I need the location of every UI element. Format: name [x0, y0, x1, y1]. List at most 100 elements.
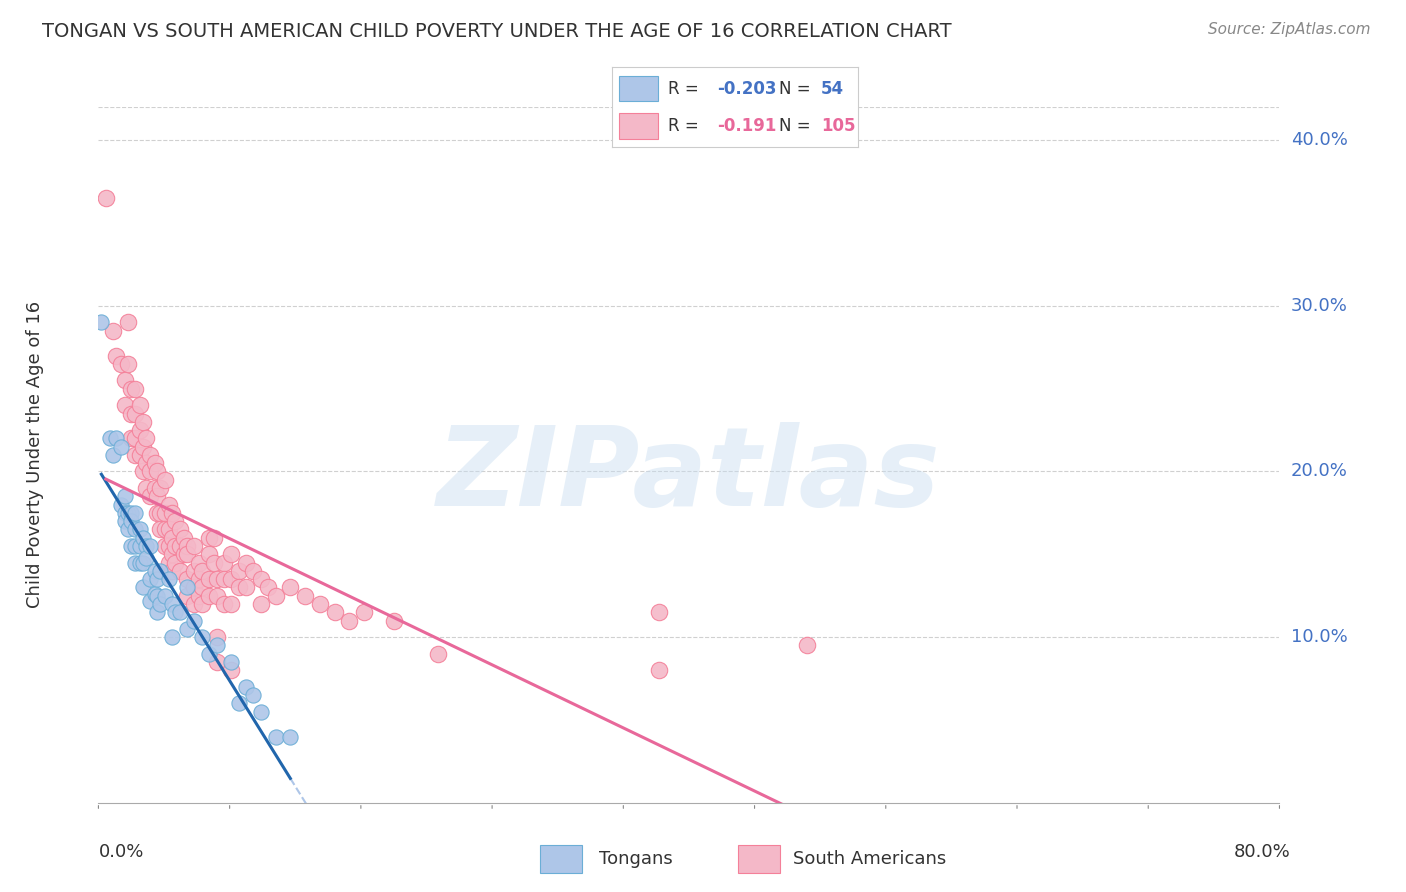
Point	[135, 539, 157, 553]
Point	[176, 539, 198, 553]
Point	[205, 655, 228, 669]
Point	[187, 556, 209, 570]
Point	[173, 531, 195, 545]
Text: -0.191: -0.191	[717, 117, 776, 135]
Point	[157, 539, 180, 553]
Point	[187, 589, 209, 603]
Point	[149, 481, 172, 495]
Text: 10.0%: 10.0%	[1291, 628, 1347, 646]
Point	[132, 531, 155, 545]
Point	[149, 564, 172, 578]
Point	[157, 572, 180, 586]
Bar	[738, 845, 780, 872]
Point	[219, 655, 242, 669]
Point	[90, 315, 112, 329]
Text: South Americans: South Americans	[793, 849, 946, 868]
Text: 80.0%: 80.0%	[1234, 843, 1291, 861]
Point	[143, 456, 166, 470]
Point	[124, 556, 146, 570]
Point	[162, 531, 183, 545]
Point	[120, 382, 142, 396]
Point	[157, 498, 180, 512]
Point	[176, 547, 198, 561]
Point	[337, 614, 360, 628]
Point	[120, 506, 142, 520]
Point	[146, 489, 169, 503]
Point	[235, 556, 257, 570]
Point	[149, 597, 172, 611]
Point	[235, 680, 257, 694]
Point	[128, 423, 150, 437]
Text: 0.0%: 0.0%	[98, 843, 143, 861]
Point	[242, 564, 264, 578]
Point	[165, 556, 187, 570]
Point	[114, 398, 136, 412]
Point	[128, 539, 150, 553]
Text: 20.0%: 20.0%	[1291, 462, 1347, 481]
Point	[183, 581, 205, 595]
Point	[169, 564, 191, 578]
Point	[110, 498, 132, 512]
Point	[132, 581, 155, 595]
Point	[139, 465, 162, 479]
Point	[176, 581, 198, 595]
Point	[228, 581, 250, 595]
Point	[135, 431, 157, 445]
Point	[219, 547, 242, 561]
Point	[132, 415, 155, 429]
Point	[165, 605, 187, 619]
Text: 105: 105	[821, 117, 855, 135]
Point	[153, 539, 176, 553]
Point	[103, 324, 125, 338]
Point	[191, 630, 214, 644]
Point	[105, 431, 128, 445]
Point	[173, 547, 195, 561]
Point	[278, 730, 302, 744]
Point	[176, 572, 198, 586]
Text: Child Poverty Under the Age of 16: Child Poverty Under the Age of 16	[27, 301, 44, 608]
Point	[648, 663, 671, 677]
Point	[278, 581, 302, 595]
Point	[257, 581, 280, 595]
Point	[124, 431, 146, 445]
Point	[162, 597, 183, 611]
Point	[139, 539, 162, 553]
Point	[191, 564, 214, 578]
Point	[183, 614, 205, 628]
Point	[228, 697, 250, 711]
Point	[157, 523, 180, 537]
Point	[198, 572, 221, 586]
Point	[323, 605, 346, 619]
Point	[228, 564, 250, 578]
Point	[198, 547, 221, 561]
Point	[212, 597, 235, 611]
Point	[191, 581, 214, 595]
Point	[165, 539, 187, 553]
Point	[162, 506, 183, 520]
Point	[205, 639, 228, 653]
Point	[176, 589, 198, 603]
Point	[128, 523, 150, 537]
Text: Tongans: Tongans	[599, 849, 672, 868]
Point	[146, 572, 169, 586]
Point	[139, 572, 162, 586]
Point	[98, 431, 121, 445]
Point	[176, 622, 198, 636]
Point	[132, 465, 155, 479]
Point	[143, 481, 166, 495]
Point	[202, 556, 225, 570]
Point	[114, 489, 136, 503]
Point	[264, 730, 287, 744]
Text: -0.203: -0.203	[717, 79, 778, 97]
Point	[114, 514, 136, 528]
Point	[183, 564, 205, 578]
Text: R =: R =	[668, 117, 704, 135]
Point	[157, 556, 180, 570]
Point	[117, 357, 139, 371]
Point	[114, 506, 136, 520]
Point	[128, 398, 150, 412]
Point	[103, 448, 125, 462]
Point	[120, 514, 142, 528]
Point	[219, 597, 242, 611]
Bar	[540, 845, 582, 872]
